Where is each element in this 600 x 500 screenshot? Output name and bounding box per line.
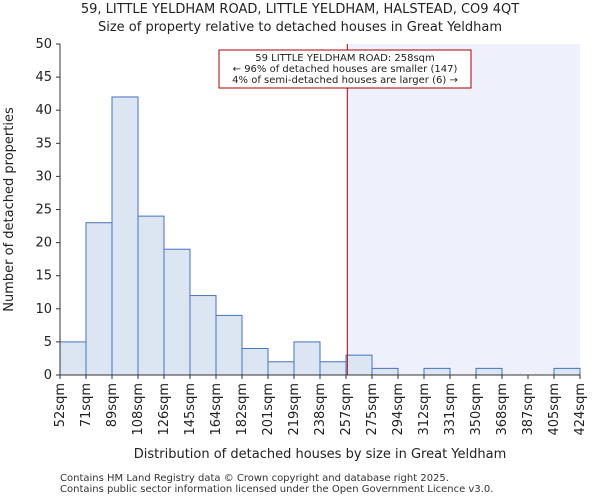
y-tick-label: 45	[35, 70, 52, 85]
y-axis-title: Number of detached properties	[2, 107, 17, 312]
x-tick-label: 294sqm	[391, 383, 406, 436]
annotation-line: 4% of semi-detached houses are larger (6…	[232, 75, 458, 86]
histogram-bar	[163, 248, 191, 376]
histogram-bar	[345, 354, 373, 376]
histogram-bar	[423, 367, 451, 376]
footer-copyright-line: Contains HM Land Registry data © Crown c…	[60, 473, 449, 484]
x-tick-label: 219sqm	[287, 383, 302, 436]
x-tick-label: 312sqm	[417, 383, 432, 436]
annotation-line: ← 96% of detached houses are smaller (14…	[233, 64, 458, 75]
x-tick-label: 71sqm	[79, 383, 94, 427]
histogram-bar	[111, 96, 139, 376]
histogram-bar	[319, 361, 347, 376]
annotation-box	[218, 49, 472, 89]
x-tick-label: 275sqm	[365, 383, 380, 436]
histogram-bar	[241, 348, 269, 376]
histogram-bar	[553, 367, 581, 376]
y-tick-label: 0	[44, 368, 52, 383]
x-axis-title: Distribution of detached houses by size …	[134, 447, 507, 462]
y-tick-label: 15	[35, 269, 52, 284]
y-tick-label: 40	[35, 103, 52, 118]
y-tick-label: 25	[35, 203, 52, 218]
x-tick-label: 257sqm	[339, 383, 354, 436]
histogram-bar	[475, 367, 503, 376]
histogram-bar	[293, 341, 321, 376]
y-tick-label: 10	[35, 302, 52, 317]
x-tick-label: 52sqm	[53, 383, 68, 427]
x-tick-label: 424sqm	[573, 383, 588, 436]
x-tick-label: 89sqm	[105, 383, 120, 427]
x-tick-label: 201sqm	[261, 383, 276, 436]
y-tick-label: 35	[35, 136, 52, 151]
histogram-bar	[85, 222, 113, 376]
highlight-region	[347, 44, 580, 375]
x-tick-label: 126sqm	[157, 383, 172, 436]
y-tick-label: 30	[35, 169, 52, 184]
x-tick-label: 368sqm	[495, 383, 510, 436]
x-tick-label: 405sqm	[547, 383, 562, 436]
histogram-bar	[371, 367, 399, 376]
histogram-bar	[189, 295, 217, 376]
x-tick-label: 108sqm	[131, 383, 146, 436]
annotation-line: 59 LITTLE YELDHAM ROAD: 258sqm	[255, 53, 435, 64]
x-tick-label: 387sqm	[521, 383, 536, 436]
histogram-bar	[215, 314, 243, 376]
y-tick-label: 20	[35, 236, 52, 251]
histogram-bar	[267, 361, 295, 376]
histogram-bar	[137, 215, 165, 376]
x-tick-label: 350sqm	[469, 383, 484, 436]
x-tick-label: 145sqm	[183, 383, 198, 436]
chart-title-line1: 59, LITTLE YELDHAM ROAD, LITTLE YELDHAM,…	[80, 2, 520, 17]
x-tick-label: 164sqm	[209, 383, 224, 436]
x-tick-label: 182sqm	[235, 383, 250, 436]
y-tick-label: 50	[35, 37, 52, 52]
y-tick-label: 5	[44, 335, 52, 350]
histogram-bar	[59, 341, 87, 376]
chart-title-line2: Size of property relative to detached ho…	[97, 20, 503, 35]
x-tick-label: 238sqm	[313, 383, 328, 436]
x-tick-label: 331sqm	[443, 383, 458, 436]
footer-licence-line: Contains public sector information licen…	[60, 484, 494, 495]
